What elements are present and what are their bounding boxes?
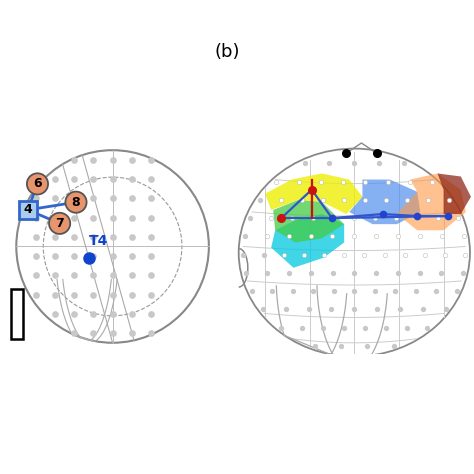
Polygon shape — [271, 214, 344, 268]
Text: 8: 8 — [72, 196, 80, 209]
FancyBboxPatch shape — [18, 201, 37, 219]
Circle shape — [49, 213, 70, 234]
Text: 4: 4 — [24, 203, 32, 217]
Polygon shape — [438, 173, 471, 214]
Text: T4: T4 — [89, 235, 108, 248]
Polygon shape — [265, 173, 363, 214]
Polygon shape — [349, 180, 420, 224]
Circle shape — [65, 191, 87, 213]
Text: 7: 7 — [55, 217, 64, 230]
Text: 6: 6 — [33, 177, 42, 191]
Circle shape — [27, 173, 48, 194]
Polygon shape — [397, 173, 466, 230]
Bar — [11, 289, 23, 339]
Polygon shape — [273, 200, 344, 242]
Text: (b): (b) — [215, 43, 240, 61]
